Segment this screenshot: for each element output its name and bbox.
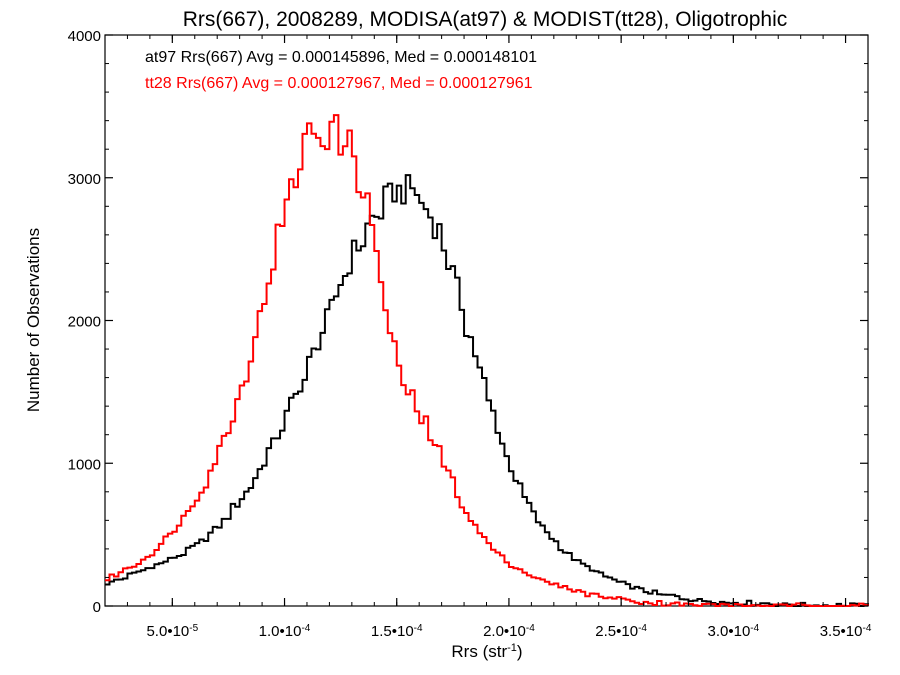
x-axis-label: Rrs (str-1) (451, 642, 522, 661)
x-tick-label: 2.5•10-4 (595, 623, 647, 641)
x-tick-label: 5.0•10-5 (146, 623, 198, 641)
y-tick-label: 0 (93, 599, 101, 616)
y-axis-label: Number of Observations (24, 228, 43, 412)
histogram-series-red (105, 114, 869, 607)
x-axis-label-exponent: -1 (507, 642, 517, 654)
x-axis-label-close: ) (517, 642, 523, 661)
annotation-at97: at97 Rrs(667) Avg = 0.000145896, Med = 0… (145, 49, 537, 66)
annotation-tt28: tt28 Rrs(667) Avg = 0.000127967, Med = 0… (145, 75, 533, 92)
plot-frame (104, 34, 869, 607)
y-tick-label: 4000 (68, 28, 101, 45)
x-tick-label: 1.5•10-4 (371, 623, 423, 641)
plot-area (104, 34, 869, 607)
x-tick-label: 1.0•10-4 (259, 623, 311, 641)
annotations: at97 Rrs(667) Avg = 0.000145896, Med = 0… (145, 49, 537, 92)
x-tick-label: 2.0•10-4 (483, 623, 535, 641)
y-tick-label: 3000 (68, 171, 101, 188)
series-path-red (105, 114, 869, 607)
y-tick-label: 1000 (68, 456, 101, 473)
series-layer (105, 114, 869, 607)
histogram-series-black (105, 174, 869, 607)
y-tick-label: 2000 (68, 314, 101, 331)
x-tick-label: 3.5•10-4 (820, 623, 872, 641)
x-tick-label: 3.0•10-4 (708, 623, 760, 641)
chart-title: Rrs(667), 2008289, MODISA(at97) & MODIST… (183, 8, 788, 31)
y-axis: 0 1000 2000 3000 4000 (68, 28, 868, 616)
series-path-black (105, 174, 869, 607)
x-axis-label-main: Rrs (str (451, 642, 507, 661)
x-axis: 5.0•10-5 1.0•10-4 1.5•10-4 2.0•10-4 2.5•10-4… (104, 35, 872, 641)
